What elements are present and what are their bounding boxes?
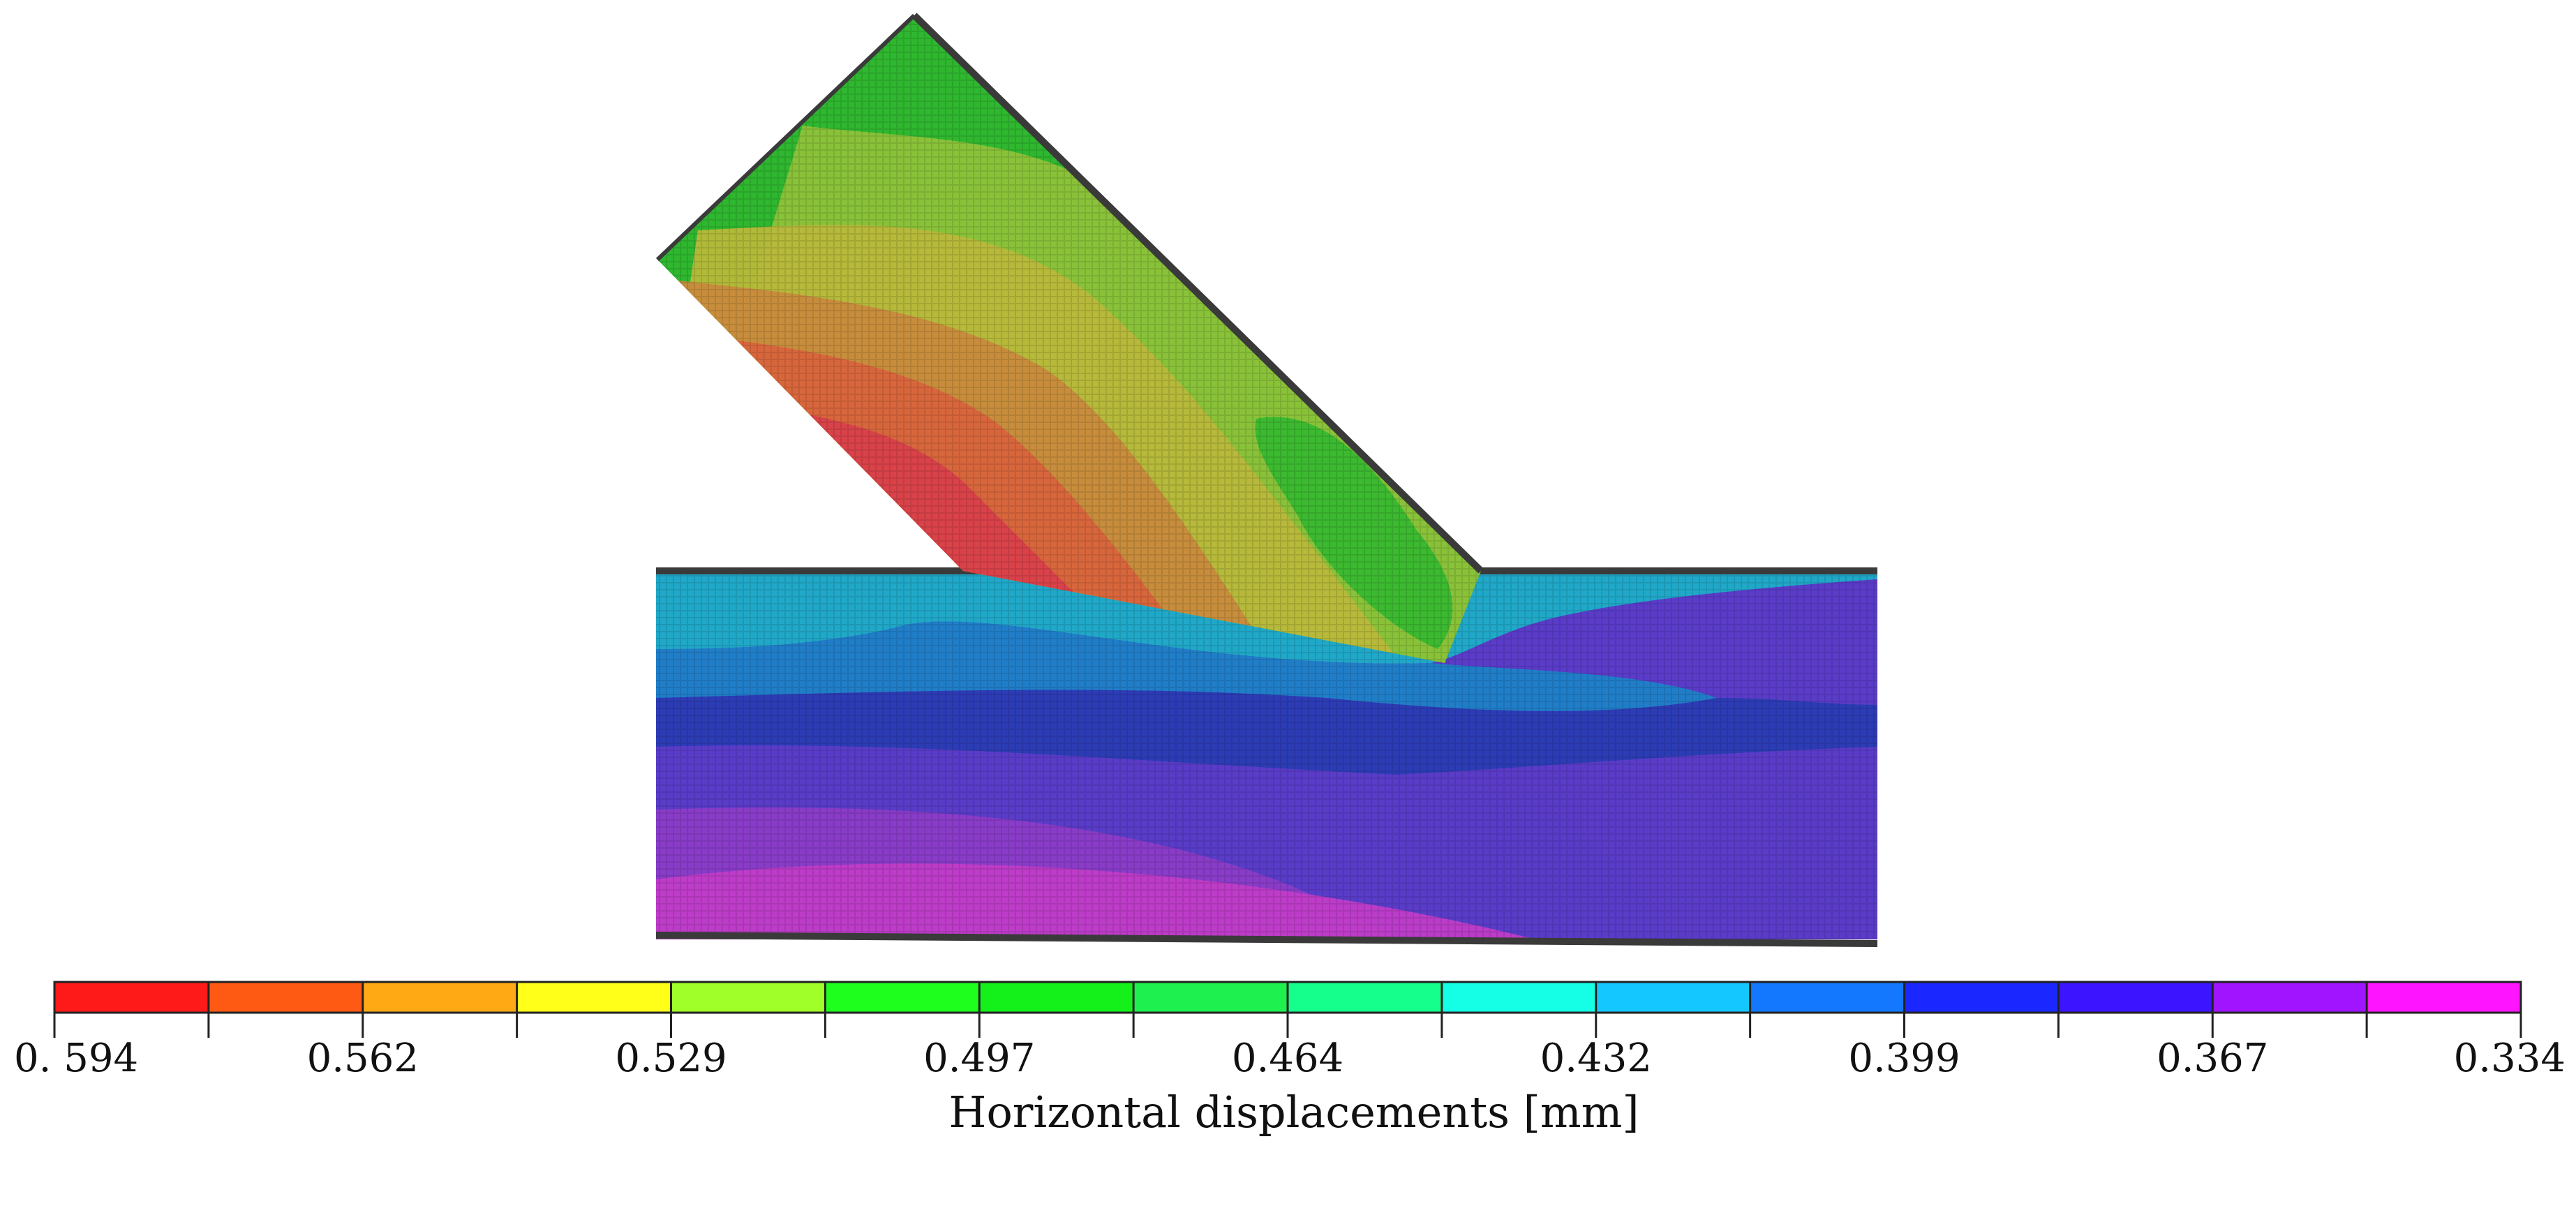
colorbar-segment bbox=[1904, 982, 2059, 1013]
colorbar-segment bbox=[1750, 982, 1905, 1013]
colorbar-segment bbox=[2212, 982, 2367, 1013]
colorbar-segment bbox=[1288, 982, 1443, 1013]
colorbar-segments bbox=[54, 982, 2522, 1013]
colorbar-segment bbox=[671, 982, 826, 1013]
colorbar-tick-label: 0.497 bbox=[923, 1036, 1035, 1081]
colorbar-segment bbox=[2367, 982, 2522, 1013]
colorbar-segment bbox=[1133, 982, 1288, 1013]
colorbar-tick-label: 0.464 bbox=[1232, 1036, 1343, 1081]
colorbar-tick-label: 0.399 bbox=[1848, 1036, 1960, 1081]
colorbar: 0. 594 0.562 0.529 0.497 0.464 0.432 0.399 0.36… bbox=[14, 981, 2566, 1138]
colorbar-segment bbox=[54, 982, 209, 1013]
colorbar-tick-label: 0.562 bbox=[307, 1036, 419, 1081]
colorbar-segment bbox=[516, 982, 671, 1013]
colorbar-tick-labels: 0. 594 0.562 0.529 0.497 0.464 0.432 0.399 0.36… bbox=[14, 1036, 2566, 1081]
colorbar-segment bbox=[979, 982, 1134, 1013]
colorbar-tick-label: 0.432 bbox=[1540, 1036, 1652, 1081]
colorbar-title: Horizontal displacements [mm] bbox=[948, 1087, 1639, 1138]
colorbar-ticks bbox=[53, 982, 2522, 1038]
colorbar-tick-label: 0.367 bbox=[2157, 1036, 2268, 1081]
colorbar-segment bbox=[2058, 982, 2213, 1013]
colorbar-tick-label: 0. 594 bbox=[14, 1036, 138, 1081]
colorbar-tick-label: 0.334 bbox=[2454, 1036, 2566, 1081]
colorbar-tick-label: 0.529 bbox=[615, 1036, 727, 1081]
chord-member bbox=[655, 567, 1878, 947]
colorbar-segment bbox=[1595, 982, 1751, 1013]
colorbar-segment bbox=[1441, 982, 1597, 1013]
colorbar-segment bbox=[362, 982, 518, 1013]
colorbar-segment bbox=[825, 982, 980, 1013]
colorbar-segment bbox=[208, 982, 364, 1013]
